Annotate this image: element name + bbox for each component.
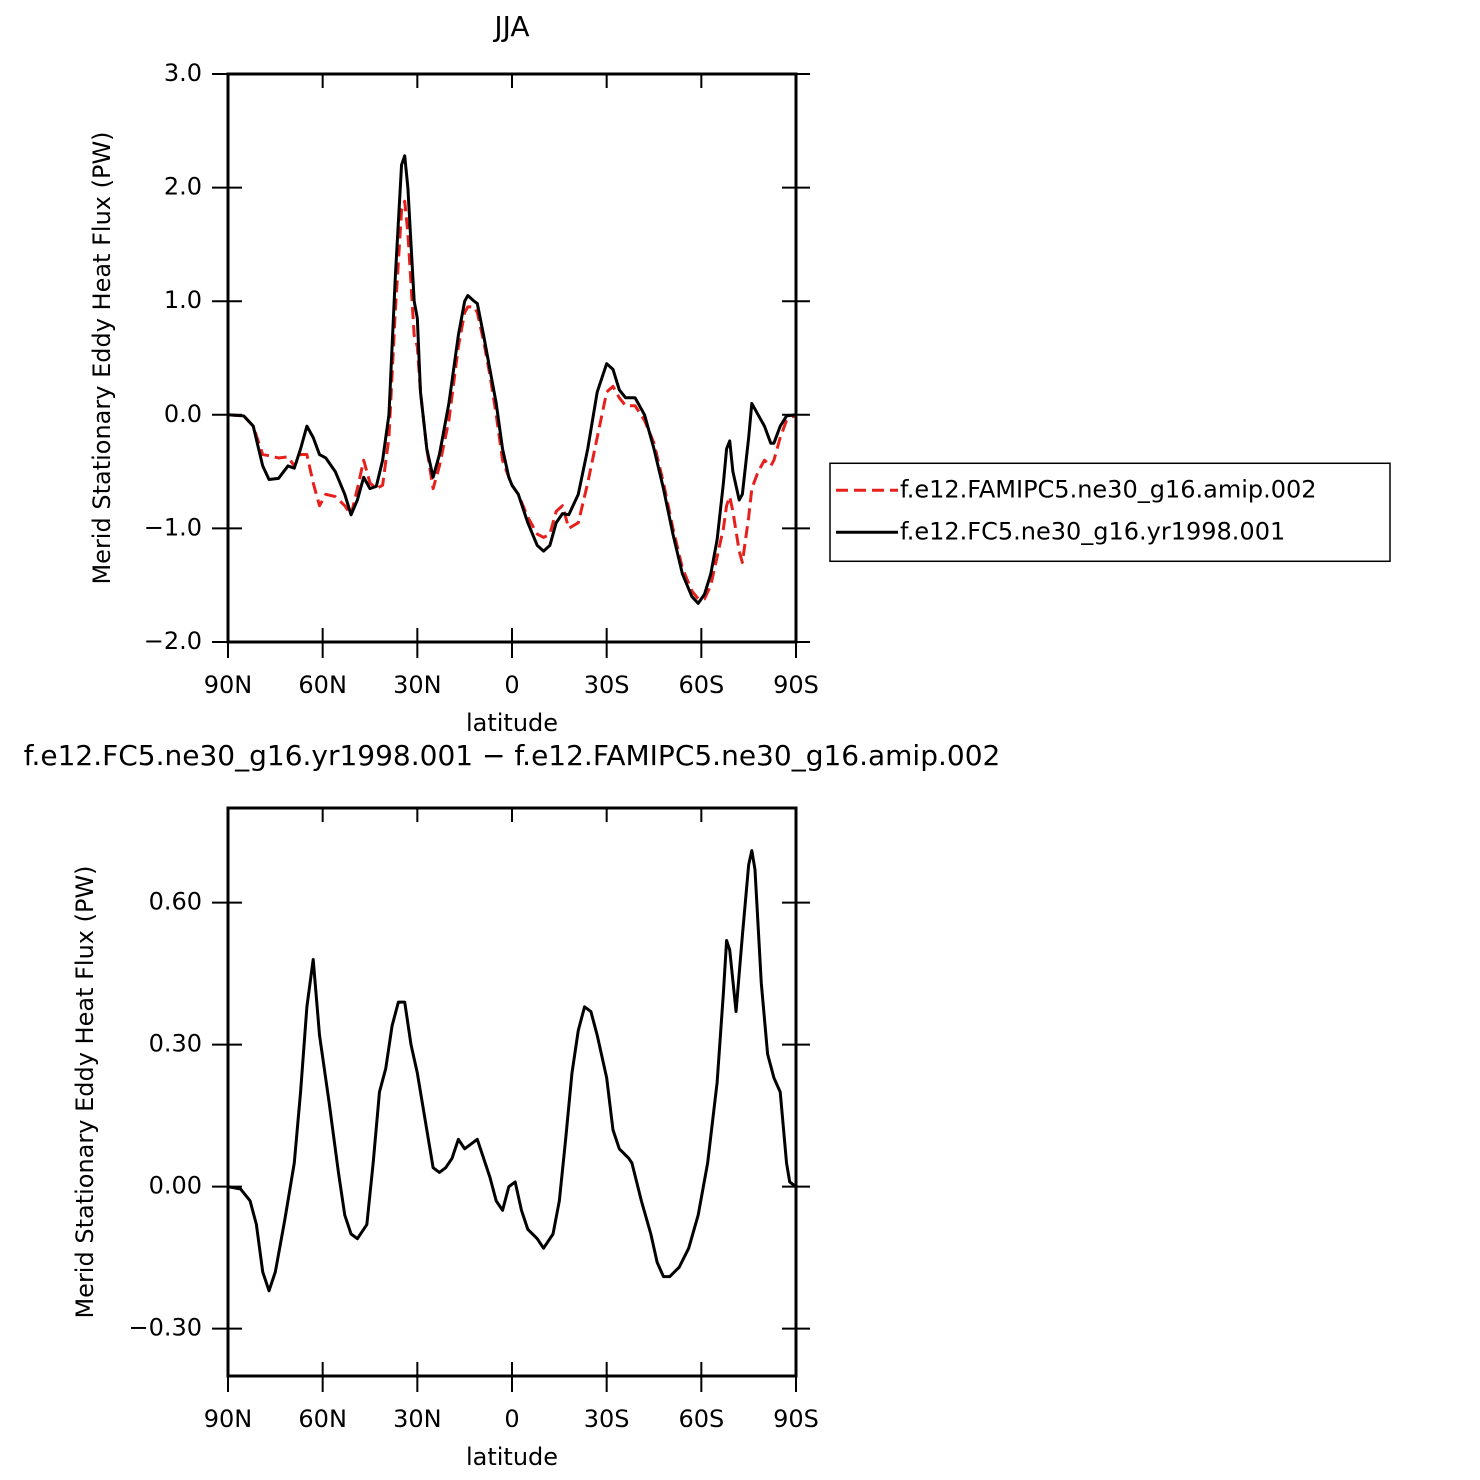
x-tick-label: 60S — [678, 671, 724, 699]
y-axis-label: Merid Stationary Eddy Heat Flux (PW) — [88, 131, 116, 584]
y-tick-label: 3.0 — [164, 59, 202, 87]
x-tick-label: 90S — [773, 671, 819, 699]
y-axis-label: Merid Stationary Eddy Heat Flux (PW) — [71, 865, 99, 1318]
legend-label: f.e12.FC5.ne30_g16.yr1998.001 — [900, 517, 1285, 545]
x-tick-label: 0 — [504, 1405, 519, 1433]
x-tick-label: 30S — [584, 671, 630, 699]
x-tick-label: 90S — [773, 1405, 819, 1433]
plot-frame — [226, 806, 798, 1378]
y-tick-label: −1.0 — [144, 513, 202, 541]
data-line — [227, 849, 797, 1293]
x-tick-label: 30N — [393, 671, 442, 699]
y-tick-label: 2.0 — [164, 173, 202, 201]
x-tick-label: 60S — [678, 1405, 724, 1433]
legend-box — [829, 462, 1391, 563]
y-tick-label: 0.60 — [149, 888, 202, 916]
plot-frame — [226, 72, 798, 644]
y-tick-label: 0.0 — [164, 400, 202, 428]
x-tick-label: 0 — [504, 671, 519, 699]
y-tick-label: 0.00 — [149, 1172, 202, 1200]
x-tick-label: 60N — [298, 671, 347, 699]
data-line — [227, 154, 797, 605]
x-axis-label: latitude — [466, 1443, 558, 1471]
x-tick-label: 90N — [204, 1405, 253, 1433]
x-tick-label: 90N — [204, 671, 253, 699]
x-tick-label: 30N — [393, 1405, 442, 1433]
data-line — [227, 199, 797, 601]
y-tick-label: −0.30 — [128, 1314, 202, 1342]
chart-title: JJA — [492, 10, 529, 43]
y-tick-label: 1.0 — [164, 286, 202, 314]
x-tick-label: 60N — [298, 1405, 347, 1433]
x-axis-label: latitude — [466, 709, 558, 737]
x-tick-label: 30S — [584, 1405, 630, 1433]
chart-title: f.e12.FC5.ne30_g16.yr1998.001 − f.e12.FA… — [24, 739, 1001, 772]
legend-label: f.e12.FAMIPC5.ne30_g16.amip.002 — [900, 475, 1317, 503]
y-tick-label: 0.30 — [149, 1030, 202, 1058]
y-tick-label: −2.0 — [144, 627, 202, 655]
